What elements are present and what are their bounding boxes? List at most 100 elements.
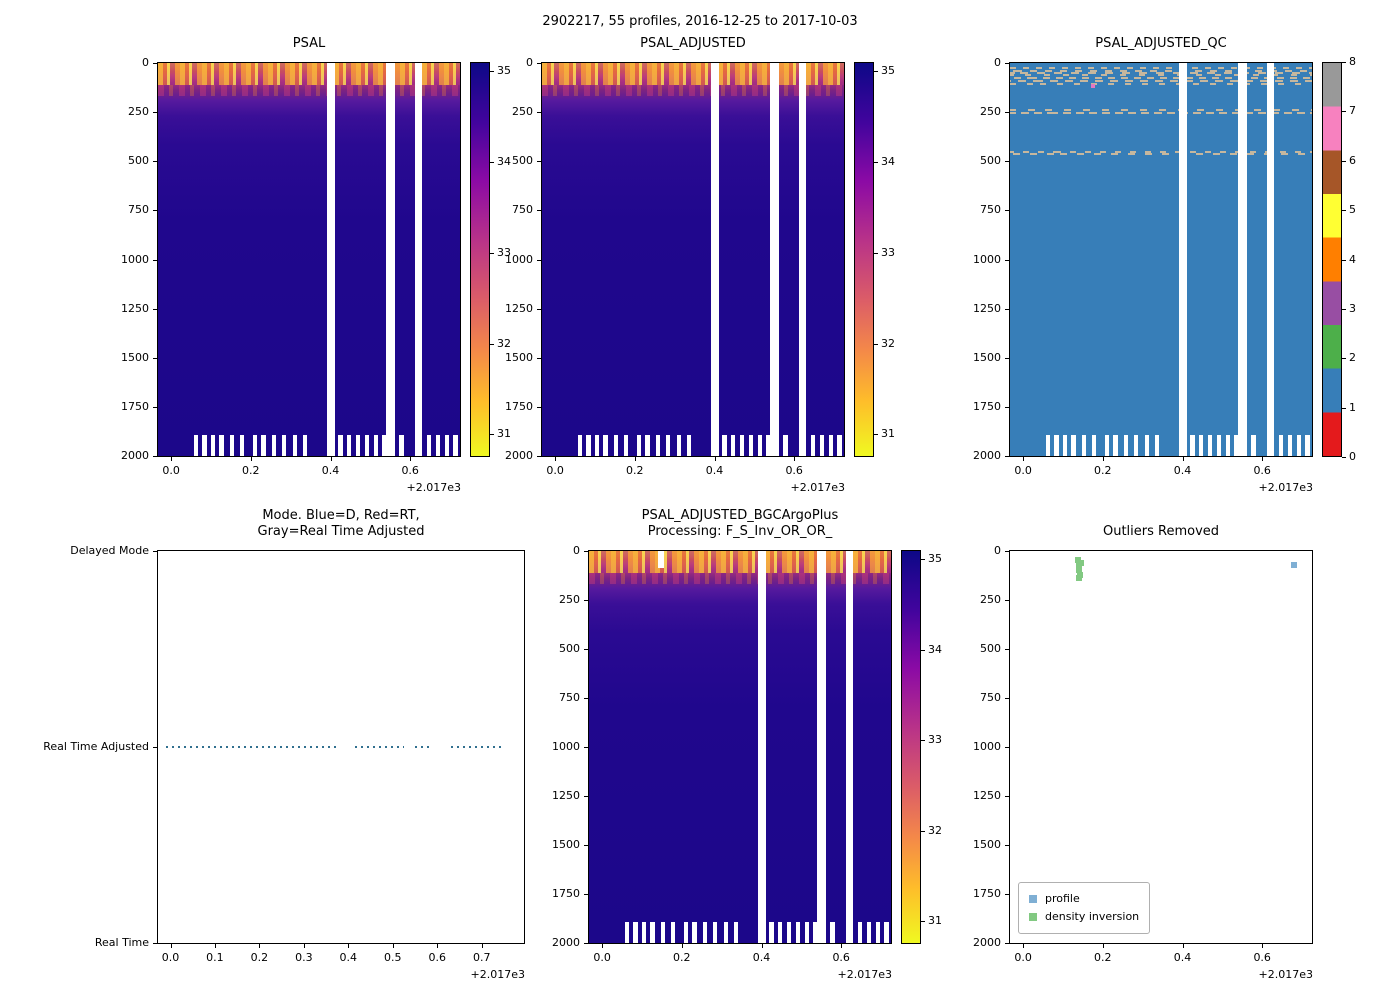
y-tick-mark <box>537 456 541 457</box>
colorbar-tick-mark <box>874 252 878 254</box>
short-profile-notch <box>650 922 655 943</box>
short-profile-notch <box>686 435 692 456</box>
colorbar-tick-mark <box>921 740 925 742</box>
y-tick-mark <box>153 63 157 64</box>
missing-profile-gap <box>846 551 854 943</box>
y-tick-mark <box>537 357 541 359</box>
short-profile-notch <box>586 435 591 456</box>
y-tick-mark <box>153 161 157 163</box>
colorbar-tick-label: 33 <box>881 245 895 259</box>
x-tick-label: 0.6 <box>1253 951 1271 964</box>
short-profile-notch <box>625 922 630 943</box>
short-profile-notch <box>219 435 224 456</box>
short-profile-notch <box>828 435 834 456</box>
short-profile-notch <box>613 435 618 456</box>
mode-dotted-line <box>166 746 338 748</box>
colorbar-tick-label: 2 <box>1349 351 1356 365</box>
x-tick-mark <box>171 457 173 461</box>
legend-swatch-profile <box>1029 895 1037 903</box>
x-tick-mark <box>1182 457 1184 461</box>
short-profile-notch <box>875 922 881 943</box>
qc-flag-dashes <box>1010 83 1312 86</box>
y-tick-mark <box>537 406 541 408</box>
colorbar-tick-mark <box>1342 160 1346 162</box>
colorbar-tick-mark <box>921 830 925 832</box>
marker-density-inversion <box>1076 571 1083 578</box>
short-profile-notch <box>271 435 277 456</box>
x-tick-mark <box>1023 457 1025 461</box>
chart-title-mode: Mode. Blue=D, Red=RT, Gray=Real Time Adj… <box>257 508 425 539</box>
legend-label: profile <box>1045 892 1080 905</box>
y-tick-label: 1000 <box>121 252 149 266</box>
colorbar-tick-label: 4 <box>1349 252 1356 266</box>
y-tick-mark <box>1005 698 1009 699</box>
short-profile-notch <box>1054 435 1059 456</box>
y-tick-mark <box>1005 161 1009 163</box>
short-profile-notch <box>655 435 661 456</box>
y-tick-label: 1000 <box>973 252 1001 266</box>
y-tick-label: 1000 <box>973 740 1001 753</box>
short-profile-notch <box>1296 435 1302 456</box>
surface-mottle-band-lower <box>589 572 891 585</box>
short-profile-notch <box>819 435 825 456</box>
y-tick-mark <box>584 649 588 650</box>
y-tick-label: 250 <box>512 105 533 119</box>
short-profile-notch <box>778 922 783 943</box>
short-profile-notch <box>670 922 676 943</box>
y-tick-label: 1250 <box>505 301 533 315</box>
x-tick-mark <box>481 944 483 948</box>
y-tick-label: 500 <box>980 642 1001 655</box>
y-tick-mark <box>153 112 157 114</box>
qc-flag-dashes <box>1010 109 1312 112</box>
y-tick-mark <box>1005 649 1009 650</box>
colorbar-tick-mark <box>874 343 878 345</box>
legend-entry: profile <box>1029 892 1139 906</box>
x-tick-label: 0.2 <box>1094 951 1112 964</box>
short-profile-notch <box>252 435 257 456</box>
y-tick-label: 1000 <box>552 740 580 753</box>
y-tick-label: 1250 <box>552 789 580 802</box>
colorbar-tick-label: 31 <box>497 427 511 441</box>
short-profile-notch <box>1062 435 1068 456</box>
y-tick-mark <box>1005 406 1009 408</box>
x-tick-label: 0.4 <box>1173 464 1192 477</box>
short-profile-notch <box>453 435 458 456</box>
x-tick-mark <box>1102 457 1104 461</box>
short-profile-notch <box>739 435 745 456</box>
heatmap-fill <box>1010 63 1312 456</box>
short-profile-notch <box>194 435 199 456</box>
short-profile-notch <box>1234 435 1247 456</box>
y-tick-mark <box>153 747 157 748</box>
short-profile-notch <box>382 435 395 456</box>
short-profile-notch <box>713 922 718 943</box>
y-tick-mark <box>153 456 157 457</box>
legend-entry: density inversion <box>1029 910 1139 924</box>
short-profile-notch <box>1154 435 1160 456</box>
missing-profile-gap <box>769 63 780 456</box>
y-tick-mark <box>584 600 588 601</box>
short-profile-notch <box>660 922 665 943</box>
y-tick-mark <box>584 698 588 699</box>
x-axis-offset-label: +2.017e3 <box>406 481 461 494</box>
short-profile-notch <box>769 922 774 943</box>
y-tick-label: 250 <box>980 105 1001 119</box>
missing-profile-gap <box>799 63 807 456</box>
x-tick-mark <box>437 944 439 948</box>
short-profile-notch <box>202 435 207 456</box>
short-profile-notch <box>347 435 352 456</box>
short-profile-notch <box>210 435 216 456</box>
short-profile-notch <box>722 435 727 456</box>
short-profile-notch <box>749 435 754 456</box>
qc-flag-dashes <box>1010 72 1312 74</box>
colorbar-tick-mark <box>1342 358 1346 360</box>
x-axis-offset-label: +2.017e3 <box>470 968 525 981</box>
short-profile-notch <box>1199 435 1204 456</box>
y-tick-mark <box>1005 943 1009 944</box>
y-tick-label: 1250 <box>121 301 149 315</box>
x-tick-mark <box>1023 944 1025 948</box>
colorbar-tick-label: 31 <box>881 427 895 441</box>
colorbar-tick-mark <box>1342 457 1346 458</box>
y-tick-mark <box>1005 63 1009 64</box>
surface-mottle-band-lower <box>542 84 844 97</box>
